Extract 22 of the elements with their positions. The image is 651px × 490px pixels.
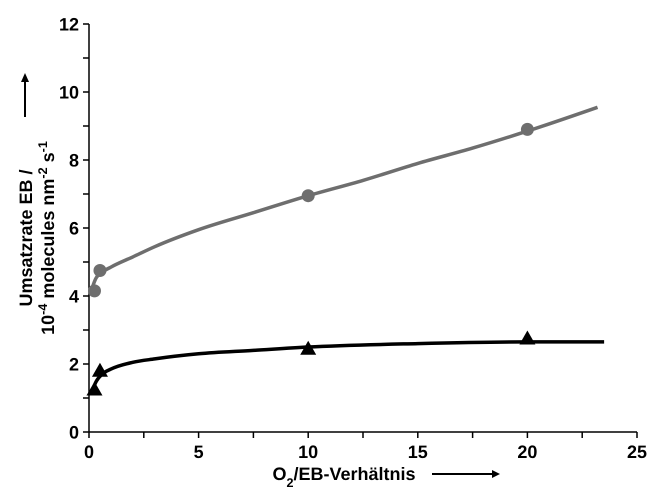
y-tick-label: 0 bbox=[68, 422, 79, 442]
x-tick-label: 15 bbox=[408, 442, 428, 462]
y-tick-label: 6 bbox=[68, 218, 79, 238]
y-tick-label: 2 bbox=[68, 354, 79, 374]
point bbox=[520, 122, 534, 136]
point bbox=[86, 382, 102, 396]
point bbox=[302, 189, 315, 202]
y-tick-label: 10 bbox=[58, 82, 79, 102]
point bbox=[300, 340, 316, 355]
x-tick-label: 10 bbox=[298, 442, 318, 462]
x-tick-label: 20 bbox=[517, 442, 538, 462]
x-axis-title: O$_{2}$/EB-Verhältnis bbox=[272, 464, 416, 490]
point bbox=[519, 330, 536, 344]
x-tick-label: 25 bbox=[626, 442, 648, 462]
x-tick-label: 0 bbox=[84, 442, 94, 462]
point bbox=[92, 362, 108, 377]
y-tick-label: 4 bbox=[68, 286, 79, 306]
point bbox=[88, 284, 101, 298]
y-tick-label: 12 bbox=[58, 14, 79, 34]
point bbox=[93, 264, 106, 277]
y-tick-label: 8 bbox=[68, 150, 79, 170]
x-tick-label: 5 bbox=[194, 442, 204, 462]
